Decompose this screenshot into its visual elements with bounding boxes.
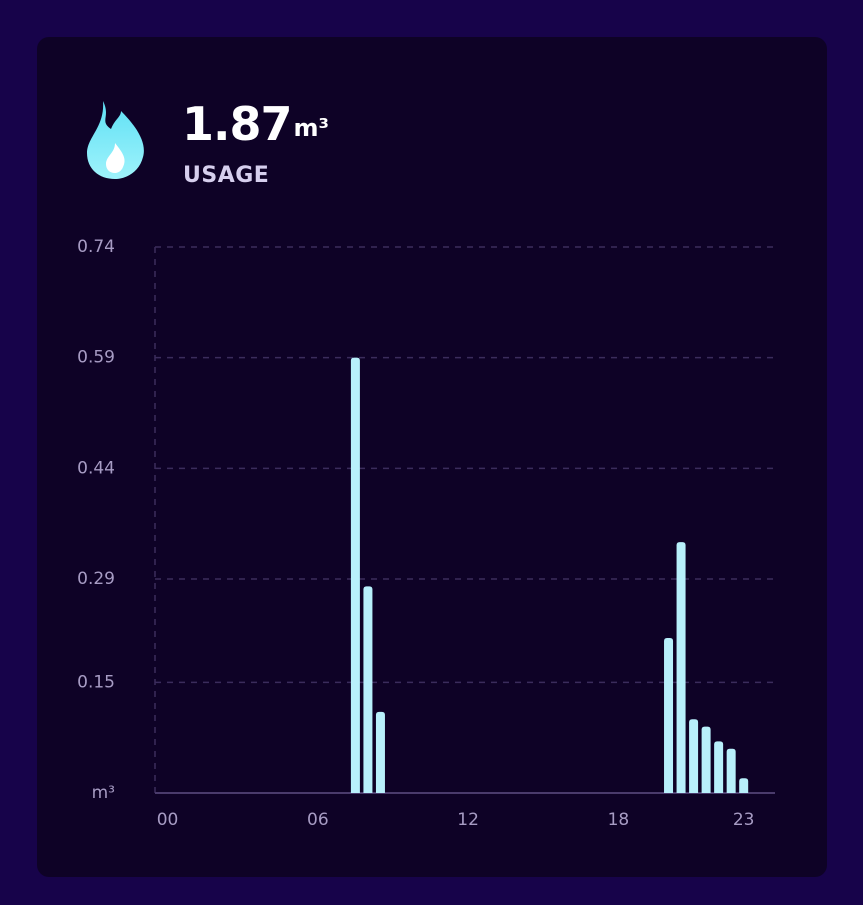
x-tick-label: 18 [608, 810, 630, 830]
bar [664, 638, 674, 793]
y-tick-label: 0.29 [77, 569, 115, 589]
usage-unit: m³ [293, 114, 330, 142]
x-tick-label: 23 [733, 810, 755, 830]
bar [350, 357, 360, 793]
y-tick-label: 0.15 [77, 672, 115, 692]
x-tick-label: 06 [307, 810, 329, 830]
y-tick-label: m³ [92, 783, 115, 803]
usage-label: USAGE [183, 163, 270, 188]
flame-icon [87, 101, 144, 179]
bar [676, 542, 686, 793]
bar [701, 726, 711, 793]
y-tick-label: 0.44 [77, 458, 115, 478]
usage-value: 1.87m³ [182, 97, 330, 151]
usage-card: 1.87m³ USAGE [37, 37, 827, 877]
x-tick-label: 12 [457, 810, 479, 830]
y-tick-label: 0.74 [77, 237, 115, 257]
bar [375, 711, 385, 793]
bar [689, 719, 699, 793]
bar [363, 586, 373, 793]
x-tick-label: 00 [157, 810, 179, 830]
bar [714, 741, 724, 793]
bar [726, 748, 736, 793]
y-tick-label: 0.59 [77, 348, 115, 368]
bar [739, 778, 749, 793]
